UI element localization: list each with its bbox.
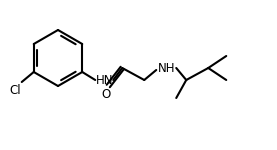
Text: HN: HN bbox=[96, 74, 113, 87]
Text: NH: NH bbox=[158, 61, 175, 75]
Text: Cl: Cl bbox=[9, 84, 20, 98]
Text: O: O bbox=[102, 87, 111, 100]
